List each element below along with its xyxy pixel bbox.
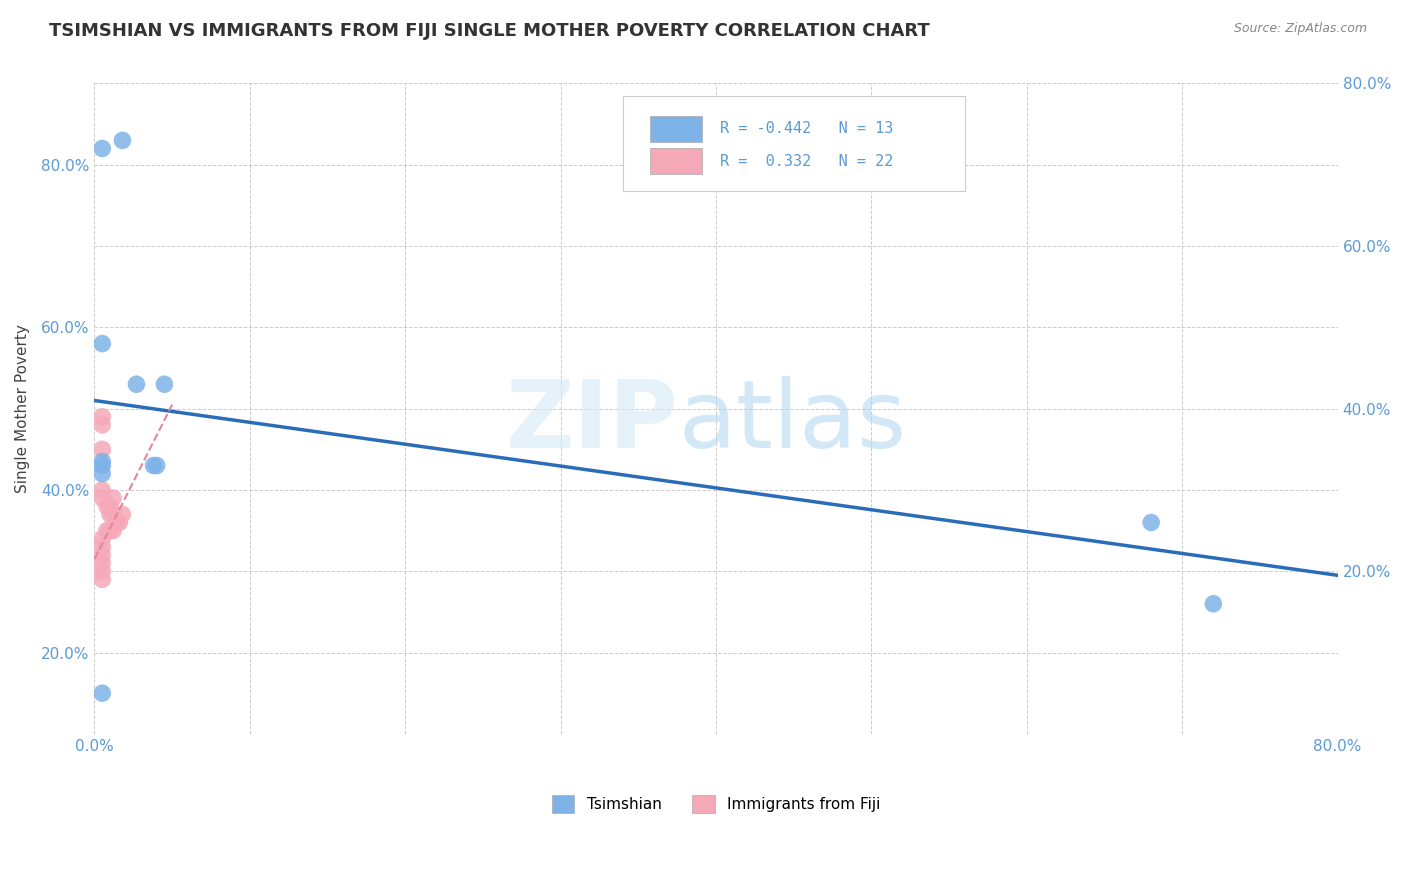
Point xyxy=(98,499,121,513)
Point xyxy=(108,516,131,530)
Point xyxy=(1140,516,1163,530)
Point xyxy=(91,483,114,497)
Point xyxy=(91,454,114,468)
Point xyxy=(111,508,134,522)
Point xyxy=(142,458,165,473)
Bar xyxy=(650,148,703,175)
Point xyxy=(91,540,114,554)
Point xyxy=(101,491,124,505)
Point xyxy=(91,686,114,700)
Point xyxy=(98,524,121,538)
Point xyxy=(91,556,114,570)
Text: ZIP: ZIP xyxy=(506,376,679,467)
Point xyxy=(111,133,134,147)
Y-axis label: Single Mother Poverty: Single Mother Poverty xyxy=(15,324,30,493)
Legend: Tsimshian, Immigrants from Fiji: Tsimshian, Immigrants from Fiji xyxy=(544,787,889,821)
Point xyxy=(153,377,176,392)
Text: Source: ZipAtlas.com: Source: ZipAtlas.com xyxy=(1233,22,1367,36)
Point xyxy=(91,491,114,505)
Point xyxy=(91,564,114,578)
Point xyxy=(96,524,118,538)
Point xyxy=(91,141,114,155)
Bar xyxy=(650,116,703,142)
Point xyxy=(101,524,124,538)
Point xyxy=(1202,597,1225,611)
Point xyxy=(98,508,121,522)
Point xyxy=(91,467,114,481)
Point xyxy=(105,516,128,530)
Point xyxy=(91,532,114,546)
Text: TSIMSHIAN VS IMMIGRANTS FROM FIJI SINGLE MOTHER POVERTY CORRELATION CHART: TSIMSHIAN VS IMMIGRANTS FROM FIJI SINGLE… xyxy=(49,22,929,40)
Point xyxy=(91,442,114,457)
Text: R =  0.332   N = 22: R = 0.332 N = 22 xyxy=(720,154,893,169)
Point xyxy=(91,458,114,473)
Point xyxy=(101,508,124,522)
Text: atlas: atlas xyxy=(679,376,907,467)
Point xyxy=(145,458,167,473)
Point xyxy=(91,417,114,432)
Point xyxy=(96,499,118,513)
Point xyxy=(91,409,114,424)
Text: R = -0.442   N = 13: R = -0.442 N = 13 xyxy=(720,121,893,136)
FancyBboxPatch shape xyxy=(623,96,965,191)
Point xyxy=(91,336,114,351)
Point xyxy=(91,548,114,562)
Point xyxy=(91,573,114,587)
Point xyxy=(125,377,148,392)
